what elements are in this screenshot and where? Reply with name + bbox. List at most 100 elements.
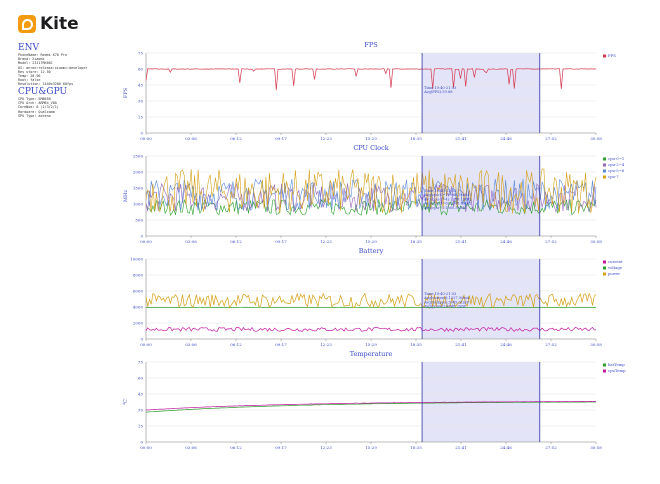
x-tick-label: 00:00 bbox=[140, 136, 152, 141]
y-tick-label: 500 bbox=[135, 218, 143, 223]
chart-cpu-clock: CPU Clock 0 500 1000 1500 2000 2500 00:00 03:06 0… bbox=[123, 144, 625, 244]
selection-tooltip-line: Avg(cpu-2~4):1289.1MHz bbox=[423, 197, 472, 201]
legend-swatch bbox=[603, 369, 606, 373]
cpu-gpu-item: CPU Type: SM8650 bbox=[18, 97, 51, 101]
env-item: Res store: 12.50 bbox=[18, 69, 51, 74]
y-tick-label: 2000 bbox=[133, 321, 144, 326]
x-tick-label: 03:06 bbox=[185, 136, 197, 141]
env-item: OS: anrok:release:xiaomi:developer bbox=[18, 65, 88, 70]
x-tick-label: 21:41 bbox=[455, 445, 467, 450]
y-tick-label: 60 bbox=[138, 67, 144, 72]
legend-swatch bbox=[603, 175, 606, 179]
x-tick-label: 09:17 bbox=[275, 239, 287, 244]
series-line-power bbox=[145, 292, 597, 309]
env-title: ENV bbox=[18, 43, 39, 53]
chart-title: Battery bbox=[359, 247, 384, 255]
selection-tooltip-line: Avg(cpu-5~6):1348.6MHz bbox=[423, 202, 472, 206]
x-tick-label: 27:52 bbox=[545, 136, 557, 141]
y-tick-label: 30 bbox=[138, 99, 144, 104]
y-axis-label: MHz bbox=[123, 190, 129, 202]
legend-swatch bbox=[603, 260, 606, 264]
y-tick-label: 0 bbox=[140, 440, 143, 445]
y-axis-label: ℃ bbox=[123, 399, 129, 405]
x-tick-label: 18:35 bbox=[410, 445, 422, 450]
cpu-gpu-item: CoreNum: 8 (2/3/2/1) bbox=[18, 105, 59, 110]
env-item: Temp: 28.90 bbox=[18, 74, 41, 79]
x-tick-label: 21:41 bbox=[455, 342, 467, 347]
x-tick-label: 18:35 bbox=[410, 136, 422, 141]
x-tick-label: 03:06 bbox=[185, 445, 197, 450]
y-tick-label: 1500 bbox=[133, 186, 144, 191]
x-tick-label: 12:23 bbox=[320, 445, 332, 450]
legend-swatch bbox=[603, 54, 606, 58]
cpu-gpu-item: Hardware: Qualcomm bbox=[18, 109, 55, 114]
selection-band bbox=[422, 156, 540, 236]
x-tick-label: 24:46 bbox=[500, 136, 512, 141]
x-tick-label: 30:58 bbox=[590, 239, 602, 244]
legend-label: power bbox=[608, 271, 620, 276]
x-tick-label: 15:29 bbox=[365, 445, 377, 450]
chart-title: Temperature bbox=[350, 350, 393, 358]
y-axis-label: FPS bbox=[123, 87, 129, 98]
legend-swatch bbox=[603, 157, 606, 161]
env-item: Brand: Xiaomi bbox=[18, 57, 45, 62]
chart-fps: FPS 0 15 30 45 60 75 00:00 03:06 06:12 09:17 12:23 1… bbox=[123, 41, 616, 141]
cpu-gpu-item: CPU Arch: ARM64_V8A bbox=[18, 101, 57, 106]
cpu-gpu-item: GPU Type: adreno bbox=[18, 113, 51, 118]
legend-swatch bbox=[603, 363, 606, 367]
legend-swatch bbox=[603, 272, 606, 276]
y-tick-label: 0 bbox=[140, 131, 143, 136]
x-tick-label: 15:29 bbox=[365, 342, 377, 347]
y-tick-label: 6000 bbox=[133, 289, 144, 294]
legend-label: voltage bbox=[607, 265, 623, 270]
y-tick-label: 75 bbox=[138, 51, 144, 56]
x-tick-label: 27:52 bbox=[545, 445, 557, 450]
y-tick-label: 0 bbox=[140, 337, 143, 342]
y-tick-label: 15 bbox=[138, 115, 144, 120]
brand-name: Kite bbox=[40, 14, 79, 34]
x-tick-label: 27:52 bbox=[545, 239, 557, 244]
legend-label: cpuTemp bbox=[608, 368, 626, 373]
y-tick-label: 4000 bbox=[133, 305, 144, 310]
env-item: Root: false bbox=[18, 78, 41, 83]
chart-battery: Battery 0 2000 4000 6000 8000 10000 00:00 03:06 0… bbox=[130, 247, 623, 347]
x-tick-label: 06:12 bbox=[230, 445, 242, 450]
selection-tooltip-line: Avg(cpu-7):1560.5MHz bbox=[423, 206, 466, 210]
env-item: PhoneName: Redmi K70 Pro bbox=[18, 53, 67, 57]
series-line-FPS bbox=[145, 68, 597, 91]
kite-logo-icon bbox=[18, 15, 36, 33]
legend-label: current bbox=[608, 259, 623, 264]
selection-tooltip-line: Time:19:40-21:53 bbox=[424, 189, 457, 193]
x-tick-label: 30:58 bbox=[590, 136, 602, 141]
x-tick-label: 06:12 bbox=[230, 239, 242, 244]
series-line-cpu-0~1 bbox=[145, 198, 597, 216]
y-tick-label: 75 bbox=[138, 360, 144, 365]
series-line-cpu-5~6 bbox=[145, 178, 597, 212]
x-tick-label: 09:17 bbox=[275, 342, 287, 347]
legend-label: batTemp bbox=[608, 362, 625, 367]
legend-label: cpu-0~1 bbox=[608, 156, 624, 161]
y-tick-label: 10000 bbox=[130, 257, 143, 262]
legend-label: cpu-2~4 bbox=[608, 162, 625, 167]
chart-title: FPS bbox=[364, 41, 377, 49]
series-line-current bbox=[145, 326, 596, 332]
x-tick-label: 27:52 bbox=[545, 342, 557, 347]
y-tick-label: 45 bbox=[138, 392, 144, 397]
x-tick-label: 18:35 bbox=[410, 342, 422, 347]
env-item: Resolution: 1440x3200 60fps bbox=[18, 82, 74, 87]
x-tick-label: 30:58 bbox=[590, 342, 602, 347]
chart-title: CPU Clock bbox=[353, 144, 388, 152]
selection-tooltip-line: Avg(power):4848.2mW bbox=[423, 305, 466, 309]
x-tick-label: 15:29 bbox=[365, 136, 377, 141]
legend-label: FPS bbox=[608, 53, 616, 58]
series-line-cpuTemp bbox=[145, 401, 597, 411]
x-tick-label: 21:41 bbox=[455, 136, 467, 141]
y-tick-label: 2500 bbox=[133, 154, 144, 159]
x-tick-label: 24:46 bbox=[500, 239, 512, 244]
x-tick-label: 12:23 bbox=[320, 136, 332, 141]
x-tick-label: 09:17 bbox=[275, 445, 287, 450]
env-panel: ENV PhoneName: Redmi K70 Pro Brand: Xiaom… bbox=[18, 43, 130, 87]
x-tick-label: 24:46 bbox=[500, 445, 512, 450]
y-tick-label: 15 bbox=[138, 424, 144, 429]
